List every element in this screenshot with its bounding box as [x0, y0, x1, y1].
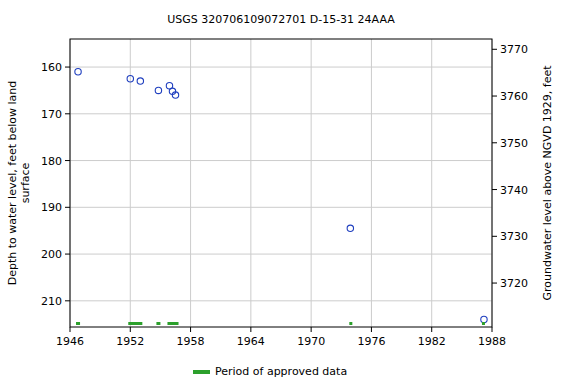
tick: [431, 327, 432, 332]
tick-label: 1958: [177, 335, 205, 348]
tick-label: 3730: [500, 230, 528, 243]
tick: [250, 327, 251, 332]
point: [137, 78, 143, 84]
tick: [492, 96, 497, 97]
grid-line: [70, 300, 492, 301]
tick: [65, 67, 70, 68]
grid-line: [70, 113, 492, 114]
plot-frame: [70, 39, 492, 327]
y-label-line: Depth to water level, feet below land: [6, 81, 19, 286]
tick-label: 180: [41, 155, 62, 168]
grid-line: [70, 160, 492, 161]
approved-period: [349, 322, 352, 325]
chart: 1946 1952 1958 1964 1970 1976 1982 1988 160 170 18…: [0, 0, 576, 384]
grid-line: [70, 67, 492, 68]
y2-label: Groundwater level above NGVD 1929, feet: [541, 65, 554, 301]
marks: [75, 69, 487, 325]
tick-label: 1982: [418, 335, 446, 348]
tick: [65, 254, 70, 255]
tick: [130, 327, 131, 332]
background: [0, 0, 576, 384]
tick: [492, 236, 497, 237]
grid-line: [70, 207, 492, 208]
tick-label: 1964: [237, 335, 265, 348]
tick-label: 210: [41, 295, 62, 308]
tick: [190, 327, 191, 332]
tick-label: 1970: [297, 335, 325, 348]
tick-label: 1946: [56, 335, 84, 348]
point: [155, 87, 161, 93]
tick-label: 3720: [500, 277, 528, 290]
tick-label: 3740: [500, 184, 528, 197]
tick: [65, 160, 70, 161]
grid-line: [190, 39, 191, 327]
point: [127, 76, 133, 82]
grid-line: [311, 39, 312, 327]
tick-label: 1952: [116, 335, 144, 348]
y-label-line: surface: [19, 162, 32, 203]
tick-label: 1976: [357, 335, 385, 348]
point: [481, 316, 487, 322]
point: [172, 92, 178, 98]
tick-label: 3760: [500, 90, 528, 103]
approved-period: [482, 322, 485, 325]
grid-line: [70, 254, 492, 255]
y-label: Depth to water level, feet below landsur…: [6, 81, 32, 286]
tick-label: 1988: [478, 335, 506, 348]
tick: [492, 189, 497, 190]
grid-line: [431, 39, 432, 327]
grid-line: [250, 39, 251, 327]
legend-swatch: [193, 370, 210, 374]
tick: [65, 113, 70, 114]
legend-label: Period of approved data: [215, 365, 347, 378]
tick: [371, 327, 372, 332]
approved-period: [156, 322, 160, 325]
approved-period: [167, 322, 178, 325]
tick: [65, 207, 70, 208]
tick: [492, 327, 493, 332]
tick: [65, 300, 70, 301]
approved-period: [128, 322, 142, 325]
tick: [311, 327, 312, 332]
tick-label: 170: [41, 108, 62, 121]
tick-label: 160: [41, 61, 62, 74]
tick: [492, 283, 497, 284]
title: USGS 320706109072701 D-15-31 24AAA: [167, 13, 395, 26]
tick-label: 200: [41, 248, 62, 261]
approved-period: [76, 322, 80, 325]
grid-line: [371, 39, 372, 327]
point: [347, 225, 353, 231]
tick-label: 3770: [500, 43, 528, 56]
tick-label: 190: [41, 201, 62, 214]
tick: [492, 49, 497, 50]
tick: [70, 327, 71, 332]
tick: [492, 142, 497, 143]
point: [75, 69, 81, 75]
tick-label: 3750: [500, 137, 528, 150]
